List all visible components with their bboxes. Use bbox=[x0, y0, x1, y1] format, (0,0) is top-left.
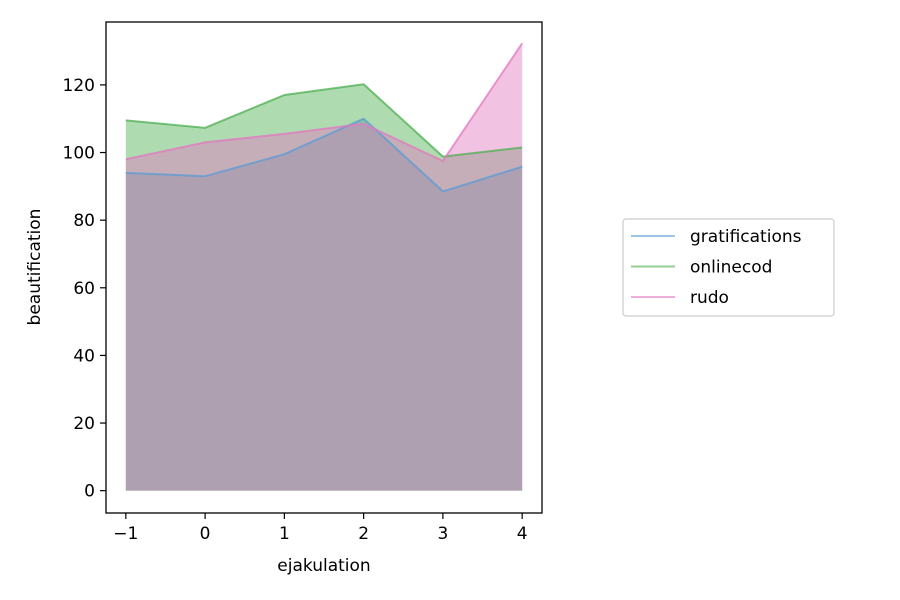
y-tick-label: 100 bbox=[63, 144, 95, 164]
y-tick-label: 60 bbox=[73, 279, 95, 299]
area-rudo bbox=[125, 43, 523, 491]
x-tick-label: 4 bbox=[517, 524, 528, 544]
area-onlinecod bbox=[125, 84, 523, 491]
y-axis-ticks: 0 20 40 60 80 100 120 bbox=[63, 76, 106, 502]
legend-label-rudo: rudo bbox=[690, 288, 729, 308]
y-tick-label: 40 bbox=[73, 346, 95, 366]
y-tick-label: 120 bbox=[63, 76, 95, 96]
x-tick-label: 0 bbox=[200, 524, 211, 544]
x-tick-label: 3 bbox=[437, 524, 448, 544]
area-gratifications bbox=[125, 118, 523, 491]
y-tick-label: 0 bbox=[84, 482, 95, 502]
series-lines bbox=[125, 42, 524, 193]
y-tick-label: 80 bbox=[73, 211, 95, 231]
area-fills bbox=[125, 43, 523, 491]
x-axis-ticks: −1 0 1 2 3 4 bbox=[113, 513, 528, 544]
legend-label-onlinecod: onlinecod bbox=[690, 258, 772, 278]
line-gratifications bbox=[125, 117, 523, 193]
plot-frame bbox=[105, 21, 543, 514]
x-axis-label: ejakulation bbox=[277, 556, 370, 576]
line-onlinecod bbox=[125, 83, 523, 158]
x-tick-label: 1 bbox=[279, 524, 290, 544]
legend-frame bbox=[622, 218, 835, 317]
y-tick-label: 20 bbox=[73, 414, 95, 434]
legend: gratifications onlinecod rudo bbox=[622, 218, 835, 317]
y-axis-label: beautification bbox=[25, 209, 45, 326]
x-tick-label: 2 bbox=[358, 524, 369, 544]
line-rudo bbox=[125, 42, 524, 162]
x-tick-label: −1 bbox=[113, 524, 138, 544]
legend-label-gratifications: gratifications bbox=[690, 227, 802, 247]
